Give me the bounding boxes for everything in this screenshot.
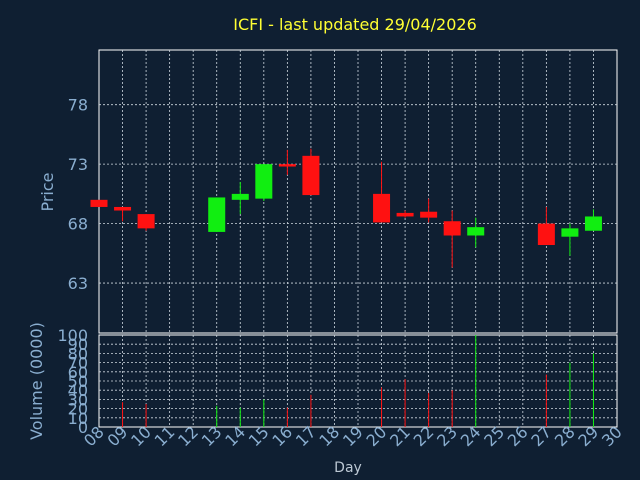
candle [208,197,226,232]
candle-body [396,212,414,217]
price-y-ticks: 63 68 73 78 [68,96,88,293]
candle-body [231,193,249,200]
candle [114,206,132,222]
candle-body [114,206,132,211]
candle-body [137,214,155,229]
candle [420,198,438,223]
volume-tick-label: 70 [68,354,88,373]
x-axis-label: Day [334,460,362,476]
price-tick-label: 73 [68,155,88,174]
volume-tick-label: 10 [68,409,88,428]
volume-tick-label: 100 [57,326,88,345]
candle [278,149,296,175]
candle-body [302,155,320,196]
candle-body [467,227,485,236]
candle-body [255,164,273,199]
candle [373,161,391,223]
candle [396,210,414,218]
price-tick-label: 68 [68,215,88,234]
candle-body [584,216,602,231]
candle-body [90,199,108,207]
volume-tick-label: 60 [68,363,88,382]
volume-tick-label: 30 [68,390,88,409]
candle [137,214,155,231]
candle-body [208,197,226,232]
price-axis-label: Price [38,172,57,211]
volume-tick-label: 90 [68,335,88,354]
price-tick-label: 63 [68,274,88,293]
candle [467,217,485,248]
candle-body [443,221,461,236]
candle [537,206,555,246]
candle-body [561,228,579,237]
candle-body [278,164,296,167]
volume-tick-label: 0 [78,418,88,437]
volume-axis-label: Volume (0000) [27,322,46,440]
candle [302,148,320,196]
volume-tick-label: 20 [68,400,88,419]
candle [584,209,602,231]
volume-tick-label: 50 [68,372,88,391]
candle [443,210,461,268]
candle-body [373,193,391,223]
x-ticks: 0809101112131415161718192021222324252627… [80,422,626,450]
price-grid [98,49,618,334]
price-tick-label: 78 [68,96,88,115]
volume-tick-label: 40 [68,381,88,400]
candle-body [420,211,438,218]
candle [90,199,108,207]
candle-body [537,223,555,246]
candle [231,181,249,215]
candle [255,164,273,202]
volume-tick-label: 80 [68,344,88,363]
price-candles [90,148,602,268]
candle [561,223,579,256]
volume-bars [122,335,594,427]
chart-title: ICFI - last updated 29/04/2026 [233,15,477,34]
volume-grid [98,334,618,428]
